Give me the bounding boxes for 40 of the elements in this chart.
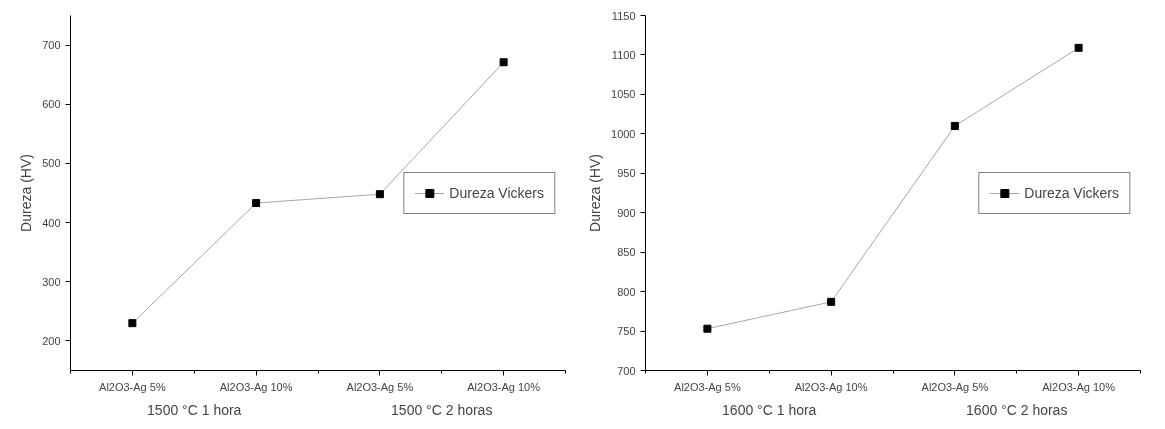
point [827,297,836,306]
legend-label: Dureza Vickers [449,184,544,201]
y-tick-label: 900 [617,206,636,219]
y-tick-label: 600 [42,98,61,111]
y-tick-label: 700 [617,364,636,377]
x-tick-label: Al2O3-Ag 10% [219,380,293,393]
text: 1500 °C 1 hora [147,401,242,418]
point [375,190,384,199]
x-tick-label: Al2O3-Ag 10% [467,380,541,393]
y-tick-label: 700 [42,39,61,52]
y-tick-label: 950 [617,167,636,180]
y-tick-label: 300 [42,275,61,288]
text: 1500 °C 2 horas [391,401,493,418]
point [950,121,959,130]
y-tick-label: 1050 [611,88,636,101]
x-tick-label: Al2O3-Ag 5% [346,380,414,393]
y-axis-title: Dureza (HV) [18,154,35,232]
point [1074,43,1083,52]
y-tick-label: 400 [42,216,61,229]
legend-label: Dureza Vickers [1024,184,1119,201]
y-tick-label: 850 [617,246,636,259]
x-tick-label: Al2O3-Ag 10% [794,380,868,393]
y-tick-label: 200 [42,334,61,347]
text: 1600 °C 1 hora [722,401,817,418]
y-tick-label: 1100 [611,48,636,61]
y-tick-label: 1150 [611,9,636,22]
y-axis-title: Dureza (HV) [587,154,604,232]
x-tick-label: Al2O3-Ag 5% [674,380,741,393]
point [128,319,137,328]
y-tick-label: 800 [617,285,636,298]
y-tick-label: 750 [617,325,636,338]
x-tick-label: Al2O3-Ag 5% [921,380,989,393]
point [703,324,712,333]
x-tick-label: Al2O3-Ag 5% [99,380,166,393]
x-tick-label: Al2O3-Ag 10% [1042,380,1116,393]
point [499,58,508,67]
text: 1600 °C 2 horas [966,401,1068,418]
y-tick-label: 1000 [611,127,636,140]
point [252,199,261,208]
y-tick-label: 500 [42,157,61,170]
